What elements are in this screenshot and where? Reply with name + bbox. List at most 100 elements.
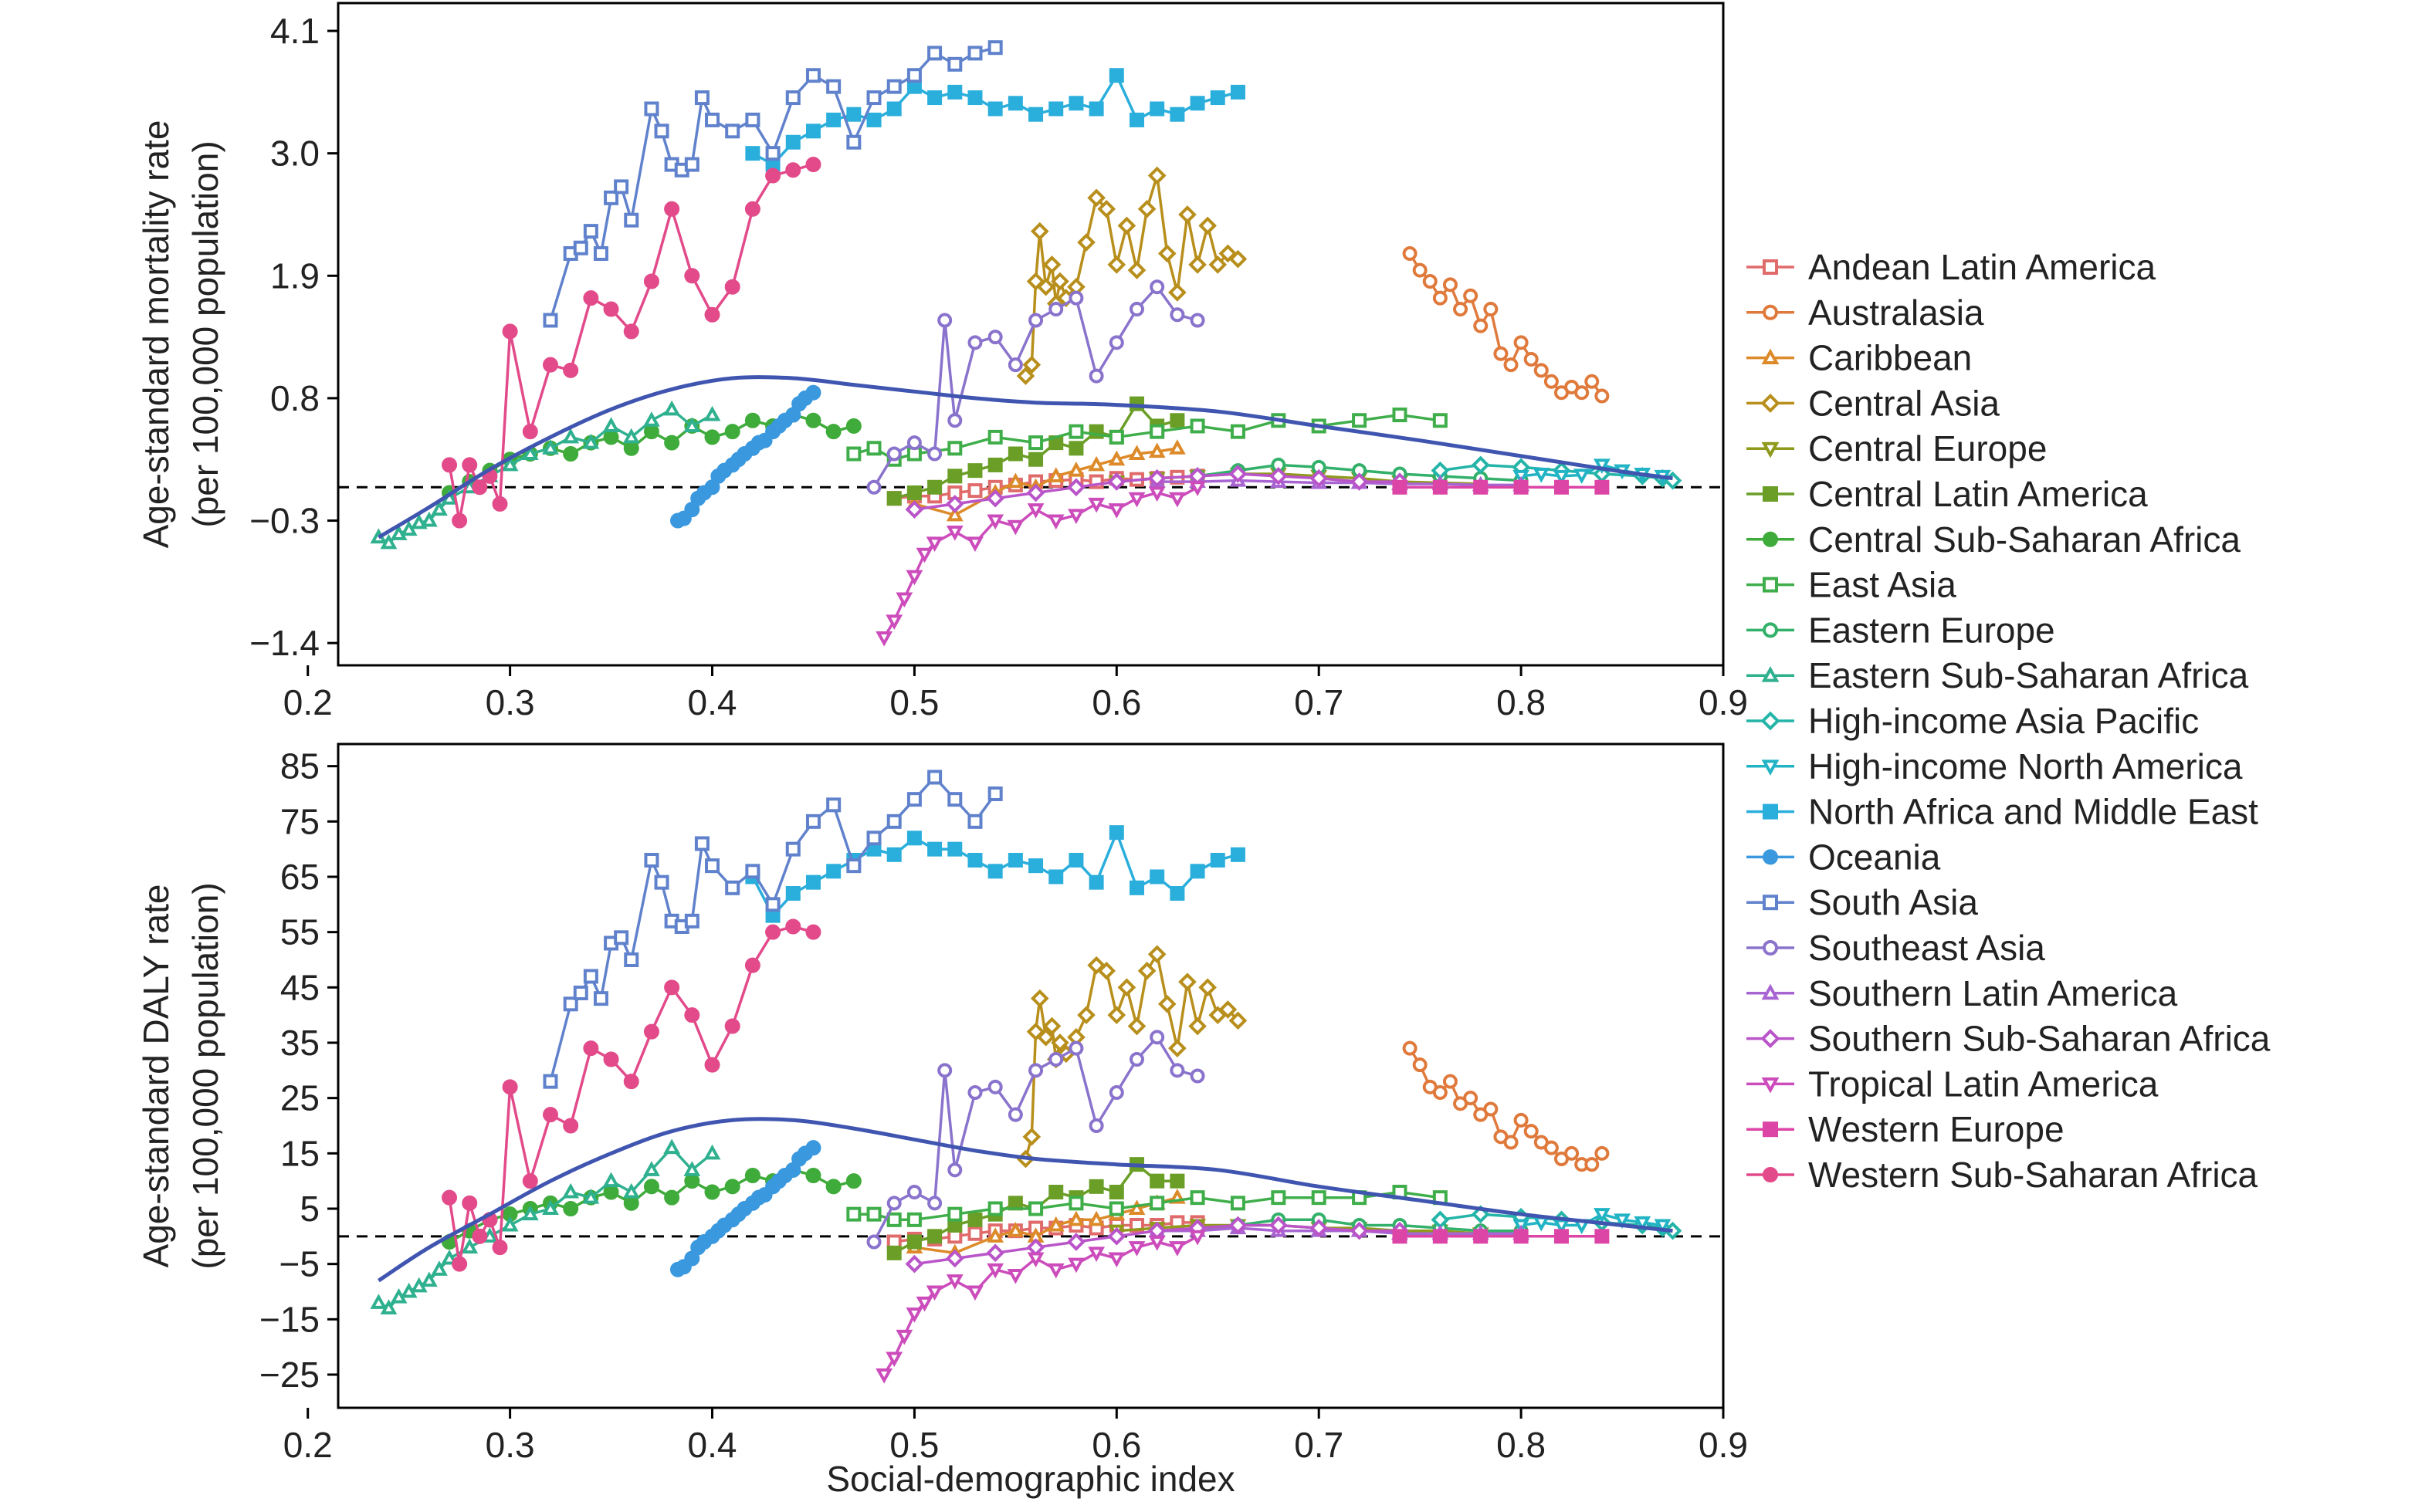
mortality-point-southeast-asia bbox=[1129, 302, 1144, 317]
mortality-point-southeast-asia bbox=[937, 313, 953, 328]
daly-point-tropical-latin-america bbox=[906, 1307, 923, 1323]
daly-point-tropical-latin-america bbox=[926, 1285, 943, 1301]
mortality-point-western-sub-saharan-africa bbox=[623, 323, 639, 340]
daly-trend-curve bbox=[378, 1117, 1673, 1283]
daly-y-tick-label: 5 bbox=[300, 1189, 320, 1229]
daly-series-north-africa-and-middle-east bbox=[745, 825, 1245, 923]
daly-point-north-africa-and-middle-east bbox=[1170, 886, 1185, 901]
mortality-point-southeast-asia bbox=[1069, 290, 1084, 306]
daly-point-central-sub-saharan-africa bbox=[684, 1173, 700, 1189]
daly-point-central-latin-america bbox=[1089, 1179, 1104, 1194]
mortality-point-australasia bbox=[1422, 274, 1438, 289]
daly-series-layer bbox=[338, 770, 1723, 1384]
mortality-point-south-asia bbox=[684, 157, 699, 172]
legend-item-north-africa-and-middle-east: North Africa and Middle East bbox=[1746, 792, 2258, 832]
daly-y-tick-label: 45 bbox=[280, 967, 320, 1007]
legend-item-central-europe: Central Europe bbox=[1746, 428, 2047, 468]
daly-point-australasia bbox=[1523, 1124, 1539, 1139]
mortality-point-eastern-sub-saharan-africa bbox=[602, 417, 620, 432]
daly-point-central-asia bbox=[1042, 1016, 1062, 1036]
daly-series-line-southern-latin-america bbox=[1157, 1226, 1522, 1236]
daly-point-east-asia bbox=[1028, 1201, 1044, 1216]
daly-point-east-asia bbox=[866, 1206, 882, 1222]
mortality-point-tropical-latin-america bbox=[926, 536, 943, 552]
mortality-point-eastern-sub-saharan-africa bbox=[703, 405, 721, 421]
mortality-series-tropical-latin-america bbox=[876, 481, 1206, 647]
daly-point-southeast-asia bbox=[906, 1185, 922, 1199]
mortality-point-central-latin-america bbox=[1170, 413, 1185, 428]
daly-point-north-africa-and-middle-east bbox=[1129, 880, 1144, 895]
daly-point-east-asia bbox=[947, 1206, 963, 1222]
mortality-point-east-asia bbox=[1432, 413, 1448, 428]
mortality-point-southeast-asia bbox=[987, 330, 1003, 345]
legend-item-andean-latin-america: Andean Latin America bbox=[1746, 247, 2156, 287]
mortality-point-southeast-asia bbox=[1190, 313, 1205, 328]
daly-point-eastern-sub-saharan-africa bbox=[582, 1189, 600, 1204]
mortality-point-north-africa-and-middle-east bbox=[1109, 68, 1124, 83]
daly-x-tick-label: 0.9 bbox=[1699, 1425, 1748, 1465]
mortality-series-north-africa-and-middle-east bbox=[745, 68, 1245, 172]
daly-point-south-asia bbox=[694, 836, 710, 851]
mortality-point-australasia bbox=[1523, 351, 1539, 367]
daly-point-south-asia bbox=[846, 858, 862, 874]
mortality-y-tick-label: −1.4 bbox=[249, 623, 320, 663]
mortality-point-north-africa-and-middle-east bbox=[1210, 90, 1225, 106]
mortality-point-north-africa-and-middle-east bbox=[785, 134, 801, 150]
mortality-point-australasia bbox=[1483, 302, 1499, 317]
mortality-point-eastern-sub-saharan-africa bbox=[622, 428, 640, 444]
mortality-point-eastern-sub-saharan-africa bbox=[380, 533, 398, 550]
daly-point-central-sub-saharan-africa bbox=[603, 1184, 619, 1200]
mortality-point-western-sub-saharan-africa bbox=[664, 201, 680, 217]
legend-label: Southeast Asia bbox=[1808, 928, 2045, 968]
daly-point-western-sub-saharan-africa bbox=[542, 1107, 558, 1123]
daly-point-tropical-latin-america bbox=[1007, 1269, 1025, 1284]
mortality-point-southeast-asia bbox=[1089, 368, 1104, 384]
daly-point-southeast-asia bbox=[1129, 1052, 1144, 1067]
mortality-point-north-africa-and-middle-east bbox=[1069, 96, 1084, 111]
mortality-point-central-sub-saharan-africa bbox=[704, 429, 720, 445]
daly-point-western-europe bbox=[1392, 1229, 1407, 1244]
daly-point-australasia bbox=[1442, 1074, 1458, 1089]
legend-item-oceania: Oceania bbox=[1746, 837, 1941, 877]
mortality-point-high-income-north-america bbox=[1533, 467, 1550, 483]
mortality-point-east-asia bbox=[1069, 424, 1084, 439]
legend-item-south-asia: South Asia bbox=[1746, 882, 1978, 922]
daly-point-south-asia bbox=[593, 991, 608, 1006]
daly-y-tick-label: 25 bbox=[280, 1078, 320, 1118]
mortality-point-tropical-latin-america bbox=[987, 514, 1004, 530]
daly-plot-area bbox=[338, 770, 1723, 1384]
daly-point-east-asia bbox=[906, 1212, 922, 1227]
legend-label: South Asia bbox=[1808, 882, 1978, 922]
mortality-point-southern-sub-saharan-africa bbox=[1067, 478, 1086, 497]
mortality-point-southeast-asia bbox=[967, 335, 983, 350]
mortality-point-caribbean bbox=[946, 506, 964, 522]
legend-swatch-marker bbox=[1763, 895, 1778, 911]
legend-item-australasia: Australasia bbox=[1746, 293, 1984, 333]
mortality-point-western-europe bbox=[1553, 479, 1569, 495]
legend-swatch-marker bbox=[1761, 983, 1780, 1000]
mortality-point-central-latin-america bbox=[1008, 446, 1023, 462]
daly-point-central-asia bbox=[1157, 995, 1177, 1013]
mortality-point-central-sub-saharan-africa bbox=[643, 424, 659, 440]
mortality-point-north-africa-and-middle-east bbox=[1129, 112, 1144, 127]
daly-y-tick-label: 35 bbox=[280, 1023, 320, 1063]
daly-point-east-asia bbox=[1109, 1201, 1124, 1216]
daly-point-central-latin-america bbox=[967, 1212, 983, 1227]
daly-point-southern-sub-saharan-africa bbox=[1228, 1216, 1248, 1235]
daly-point-southeast-asia bbox=[967, 1085, 983, 1100]
mortality-x-tick-label: 0.3 bbox=[486, 682, 535, 722]
mortality-point-tropical-latin-america bbox=[916, 547, 933, 563]
mortality-x-tick-label: 0.6 bbox=[1092, 682, 1141, 722]
mortality-point-south-asia bbox=[624, 212, 639, 228]
daly-point-caribbean bbox=[1128, 1199, 1146, 1215]
legend-swatch-marker bbox=[1761, 348, 1780, 364]
legend-swatch-marker bbox=[1763, 531, 1778, 547]
mortality-point-central-asia bbox=[1137, 199, 1157, 218]
legend-item-central-latin-america: Central Latin America bbox=[1746, 474, 2148, 514]
mortality-series-line-north-africa-and-middle-east bbox=[752, 72, 1238, 167]
mortality-point-central-asia bbox=[1208, 255, 1228, 274]
mortality-point-north-africa-and-middle-east bbox=[1028, 107, 1044, 122]
mortality-point-tropical-latin-america bbox=[1148, 486, 1166, 502]
daly-point-southeast-asia bbox=[947, 1162, 963, 1178]
